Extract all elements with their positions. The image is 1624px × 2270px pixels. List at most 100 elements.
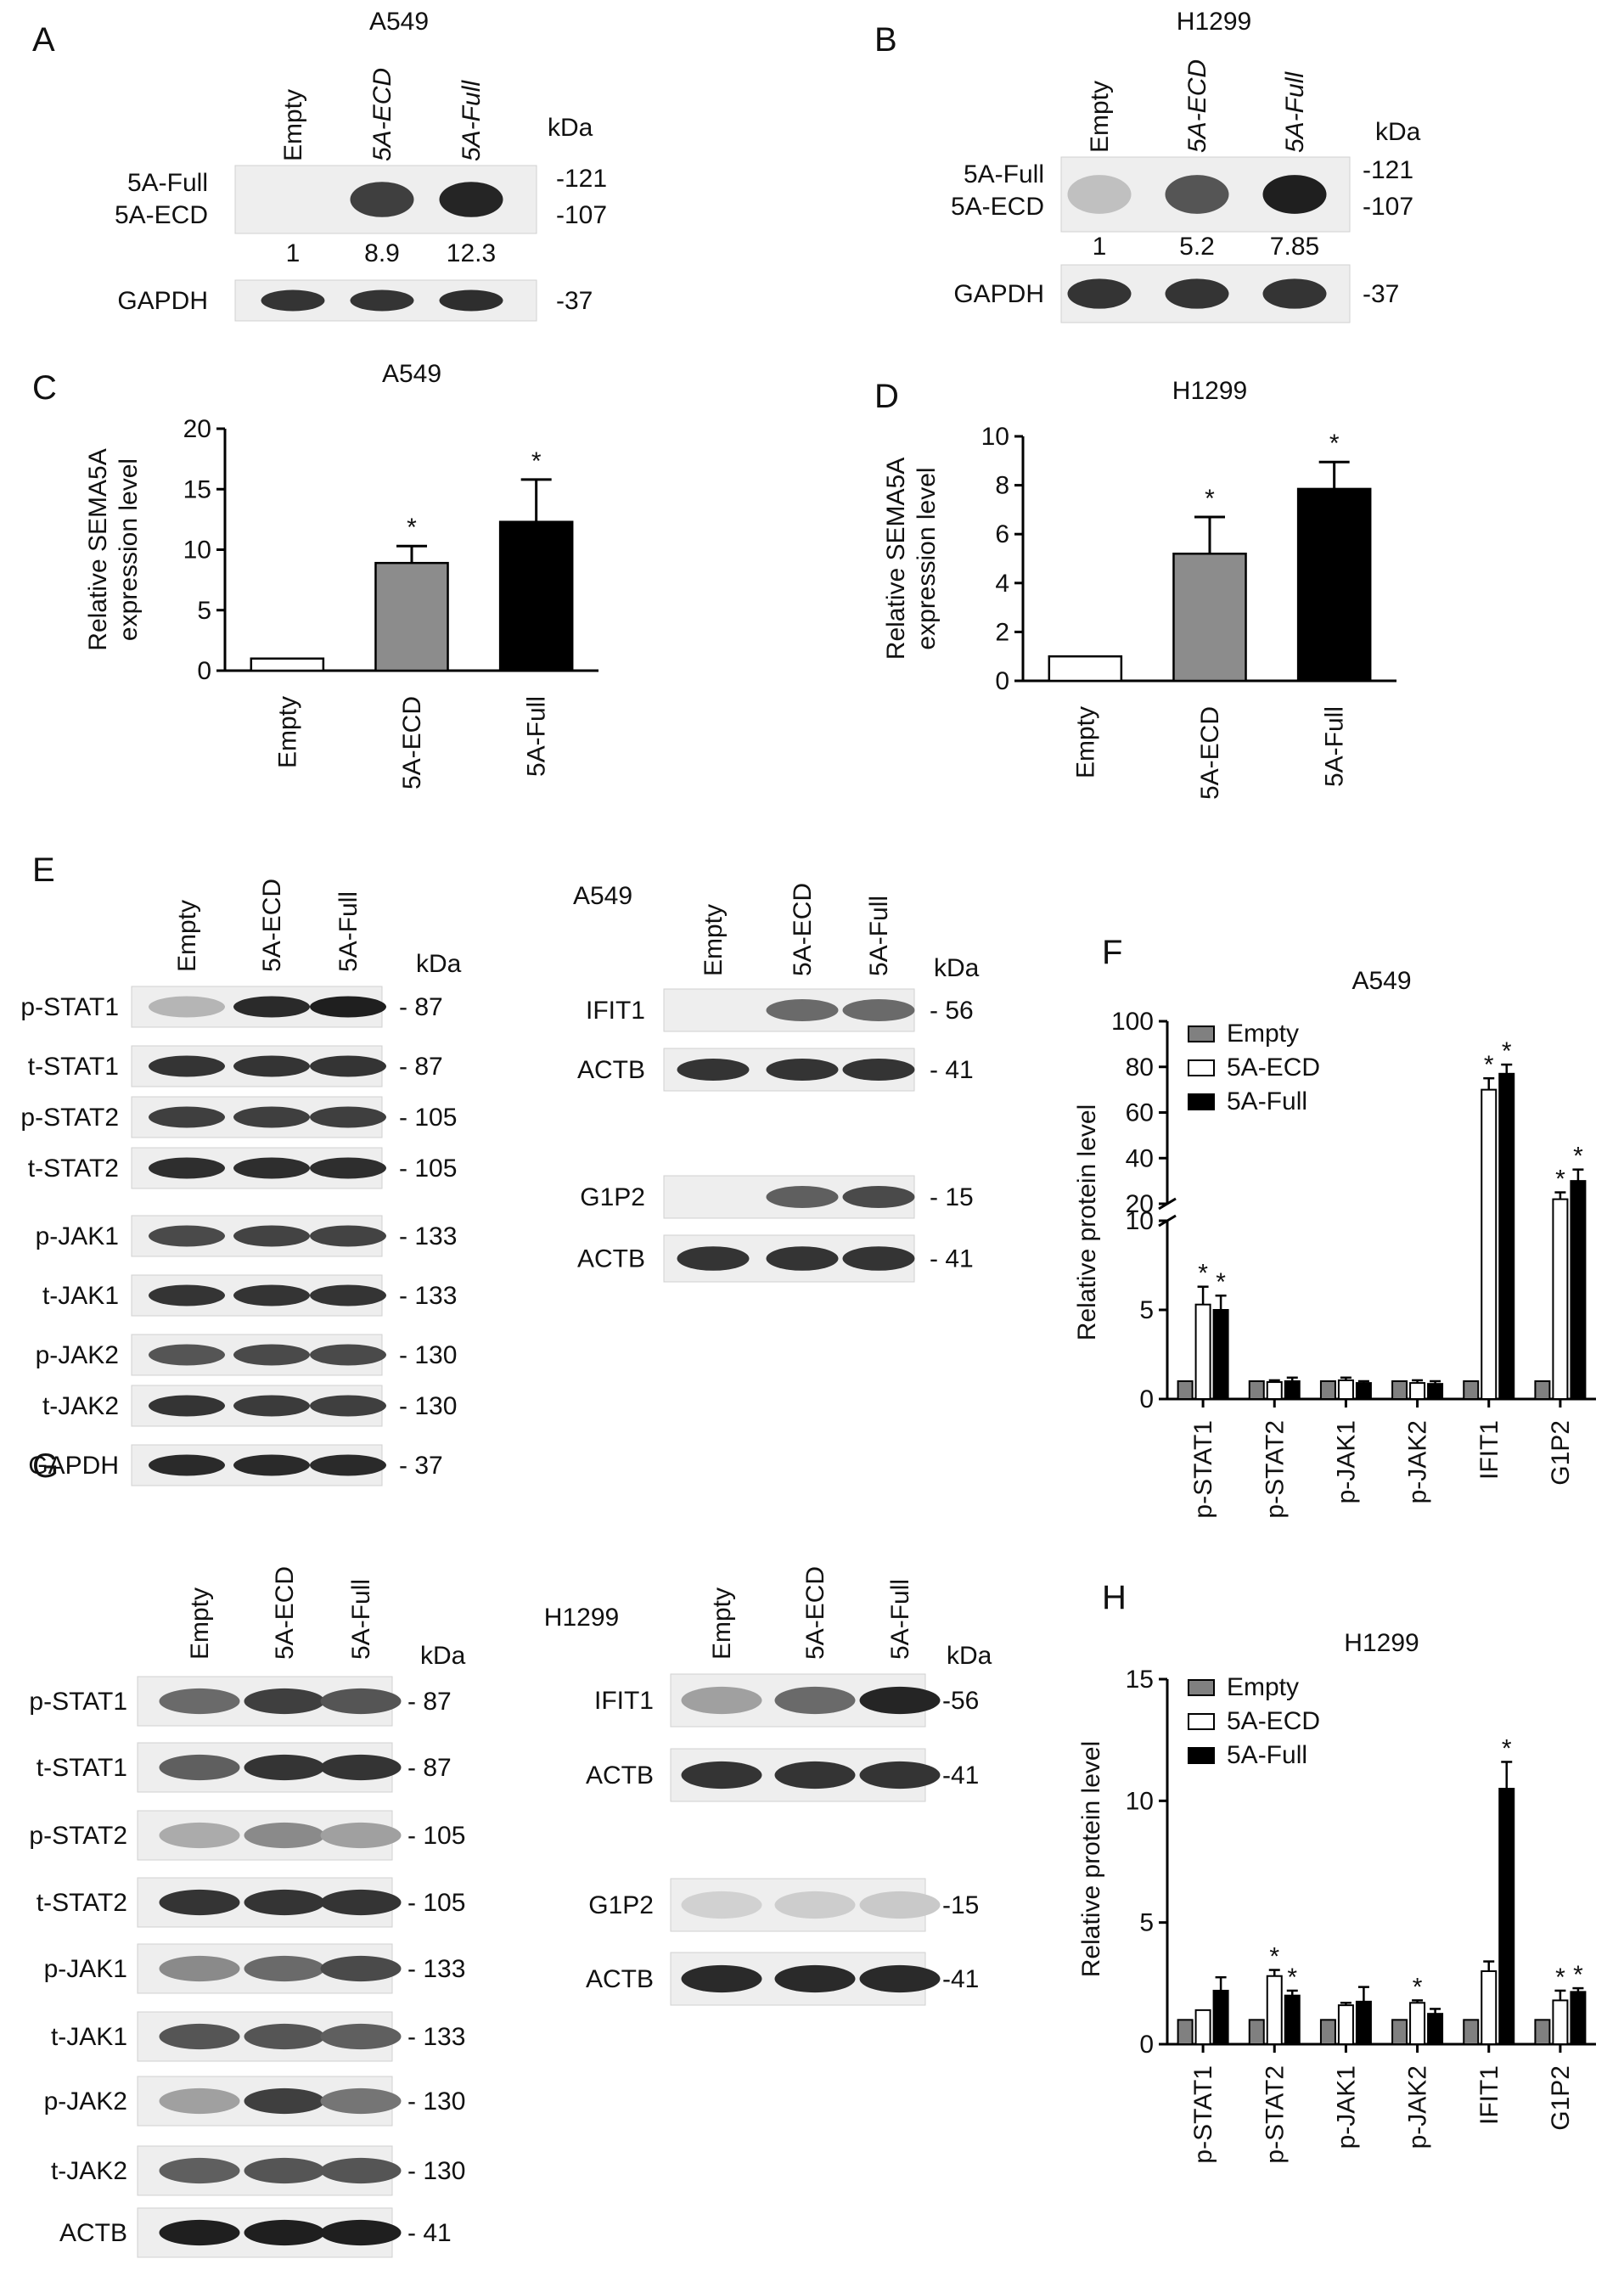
mw-marker: - 41 xyxy=(930,1245,974,1273)
bar xyxy=(1284,1380,1301,1400)
lane-label: 5A-Full xyxy=(347,1579,375,1660)
x-tick-label: G1P2 xyxy=(1547,2065,1575,2131)
mw-marker: - 105 xyxy=(407,1822,465,1850)
mw-marker: - 15 xyxy=(930,1183,974,1211)
bar xyxy=(1337,2004,1354,2045)
blot-row-label: 5A-Full xyxy=(964,160,1044,188)
blot-band xyxy=(1262,175,1327,214)
lane-label: 5A-Full xyxy=(334,891,362,972)
blot-band xyxy=(320,2023,402,2050)
blot-row-label: GAPDH xyxy=(953,280,1044,308)
lane-label: 5A-Full xyxy=(458,80,486,161)
x-tick-label: Empty xyxy=(273,696,301,768)
blot-band xyxy=(320,1889,402,1916)
panel-letter: B xyxy=(874,21,897,59)
y-tick-label: 40 xyxy=(1126,1144,1154,1172)
y-tick-label: 10 xyxy=(1126,1787,1154,1815)
blot-band xyxy=(159,2023,240,2050)
chart-C: 0 5 10 15 20 Empty * 5A-ECD * 5A-Full A549 Relative… xyxy=(32,360,598,789)
blot-band xyxy=(681,1686,762,1715)
lane-label: 5A-ECD xyxy=(1183,59,1211,153)
blot-row-label: G1P2 xyxy=(588,1891,654,1919)
blot-band xyxy=(159,2087,240,2115)
blot-band xyxy=(310,996,386,1018)
bar xyxy=(250,657,325,672)
chart-title: A549 xyxy=(382,360,441,388)
y-tick-label: 60 xyxy=(1126,1099,1154,1127)
blot-row-label: 5A-ECD xyxy=(115,201,208,229)
blot-band xyxy=(859,1761,941,1790)
bar xyxy=(1409,2002,1426,2045)
bar xyxy=(1463,1380,1480,1400)
quant-value: 5.2 xyxy=(1179,233,1215,261)
legend-label: 5A-ECD xyxy=(1227,1707,1320,1735)
bar xyxy=(1177,1380,1194,1400)
blot-row-label: t-STAT2 xyxy=(28,1155,119,1183)
y-tick-label: 0 xyxy=(197,657,211,685)
blot-band xyxy=(439,182,503,217)
bar xyxy=(1248,1380,1265,1400)
bar xyxy=(1284,1994,1301,2046)
bar xyxy=(1481,1088,1498,1400)
blot-row-label: p-JAK2 xyxy=(44,2087,127,2115)
lane-label: Empty xyxy=(700,904,728,976)
blot-band xyxy=(350,182,414,217)
y-tick-label: 10 xyxy=(1126,1207,1154,1235)
bar xyxy=(1427,1383,1444,1401)
blot-band xyxy=(310,1055,386,1077)
blot-band xyxy=(159,1889,240,1916)
blot-row-label: p-STAT2 xyxy=(29,1822,127,1850)
blot-band xyxy=(159,1955,240,1982)
blot-band xyxy=(1067,175,1132,214)
y-tick-label: 20 xyxy=(1126,1190,1154,1218)
lane-label: 5A-Full xyxy=(886,1579,914,1660)
bar xyxy=(1266,1975,1283,2046)
y-axis-label: Relative SEMA5A xyxy=(882,458,910,660)
mw-marker: -15 xyxy=(942,1891,979,1919)
blot-panel: Empty 5A-ECD 5A-Full kDa p-STAT1 - 87 t-STAT1 -… xyxy=(29,1447,466,2258)
blot-band xyxy=(233,1157,310,1179)
significance-star: * xyxy=(1502,1734,1512,1762)
y-tick-label: 100 xyxy=(1111,1008,1154,1036)
lane-label: 5A-Full xyxy=(865,896,893,976)
bar xyxy=(1177,2019,1194,2045)
blot-row-label: ACTB xyxy=(59,2219,127,2247)
lane-label: Empty xyxy=(173,900,201,972)
lane-label: 5A-ECD xyxy=(368,68,396,161)
panel-letter: D xyxy=(874,378,899,415)
y-tick-label: 15 xyxy=(183,475,211,503)
bar xyxy=(498,520,574,672)
blot-band xyxy=(233,1454,310,1476)
blot-row-label: ACTB xyxy=(586,1761,654,1790)
significance-star: * xyxy=(1502,1037,1512,1065)
mw-marker: -37 xyxy=(556,287,593,315)
blot-band xyxy=(766,999,839,1021)
chart-D: 0 2 4 6 8 10 Empty * 5A-ECD * 5A-Full H1299 Relative… xyxy=(874,377,1396,800)
bar xyxy=(1498,1788,1515,2045)
cell-line-label: A549 xyxy=(573,882,632,910)
blot-row-label: p-JAK1 xyxy=(36,1222,119,1250)
blot-band xyxy=(1165,278,1229,309)
blot-row-label: ACTB xyxy=(577,1056,645,1084)
blot-band xyxy=(842,1246,915,1271)
blot-band xyxy=(859,1686,941,1715)
y-axis-label: Relative SEMA5A xyxy=(84,448,112,650)
blot-band xyxy=(1067,278,1132,309)
blot-band xyxy=(859,1891,941,1919)
y-tick-label: 4 xyxy=(995,570,1009,598)
blot-row-label: t-JAK2 xyxy=(42,1392,119,1420)
x-tick-label: p-STAT2 xyxy=(1261,1420,1289,1519)
blot-band xyxy=(261,289,325,312)
bar xyxy=(1337,1379,1354,1400)
mw-marker: -121 xyxy=(556,165,607,193)
lane-label: Empty xyxy=(279,89,307,161)
blot-band xyxy=(320,2157,402,2184)
blot-panel: Empty 5A-ECD 5A-Full kDa H1299 5A-Full 5A-ECD -… xyxy=(874,8,1421,323)
y-tick-label: 15 xyxy=(1126,1666,1154,1694)
blot-band xyxy=(149,996,225,1018)
blot-band xyxy=(681,1964,762,1993)
bar xyxy=(1048,655,1123,683)
blot-band xyxy=(233,1106,310,1128)
x-tick-label: 5A-ECD xyxy=(1196,706,1224,800)
